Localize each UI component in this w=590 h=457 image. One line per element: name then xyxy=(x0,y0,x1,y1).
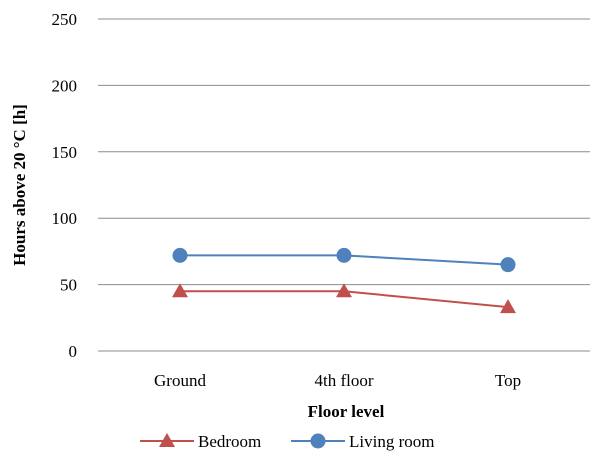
x-axis-title: Floor level xyxy=(308,402,385,421)
x-tick-label: 4th floor xyxy=(314,371,373,390)
gridlines xyxy=(98,18,590,352)
y-tick-label: 0 xyxy=(69,342,78,361)
data-point xyxy=(336,283,352,298)
data-point xyxy=(500,299,516,314)
data-point xyxy=(336,247,352,263)
legend-label: Bedroom xyxy=(198,432,261,451)
y-tick-label: 200 xyxy=(52,76,78,95)
series-layer xyxy=(172,247,516,314)
data-point xyxy=(500,257,516,273)
x-tick-label: Top xyxy=(495,371,521,390)
x-tick-labels: Ground 4th floor Top xyxy=(154,371,521,390)
legend: Bedroom Living room xyxy=(140,432,434,451)
y-tick-label: 250 xyxy=(52,10,78,29)
legend-item: Bedroom xyxy=(140,432,261,451)
y-axis-title: Hours above 20 °C [h] xyxy=(10,104,29,266)
data-point xyxy=(172,247,188,263)
legend-marker xyxy=(310,433,326,449)
legend-label: Living room xyxy=(349,432,434,451)
legend-marker xyxy=(159,433,175,447)
y-tick-labels: 0 50 100 150 200 250 xyxy=(52,10,78,361)
series-bedroom xyxy=(172,283,516,314)
y-tick-label: 150 xyxy=(52,143,78,162)
x-tick-label: Ground xyxy=(154,371,206,390)
data-point xyxy=(172,283,188,298)
legend-item: Living room xyxy=(291,432,434,451)
y-tick-label: 100 xyxy=(52,209,78,228)
series-living-room xyxy=(172,247,516,273)
y-tick-label: 50 xyxy=(60,276,77,295)
